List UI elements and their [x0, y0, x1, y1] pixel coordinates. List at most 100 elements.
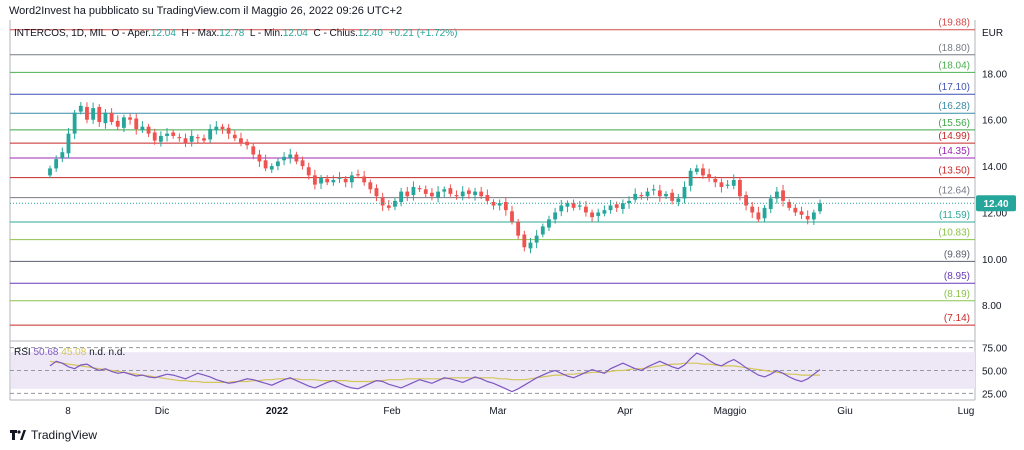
candle-body: [294, 154, 299, 162]
candle-body: [232, 134, 237, 139]
candle-body: [818, 203, 822, 212]
candle-body: [540, 226, 545, 235]
candle-body: [122, 117, 126, 128]
levels-layer: (19.88) (18.80) (18.04) (17.10) (16.28) (15.5…: [9, 18, 976, 401]
legend-close: 12.40: [357, 28, 383, 39]
candle-body: [602, 210, 607, 214]
x-tick-label: Lug: [958, 406, 975, 417]
candle-body: [411, 186, 416, 196]
y-tick-label: 18.00: [982, 69, 1007, 80]
candle-body: [707, 174, 712, 178]
candle-body: [374, 188, 379, 197]
candle-body: [319, 177, 323, 184]
candle-body: [91, 108, 96, 120]
candle-body: [565, 203, 570, 207]
candle-body: [251, 146, 256, 155]
candle-body: [220, 126, 225, 129]
time-axis: 8 Dic 2022 Feb Mar Apr Maggio Giu Lug: [65, 406, 974, 417]
candle-body: [584, 206, 588, 213]
candle-body: [547, 219, 551, 228]
candle-body: [276, 161, 280, 167]
candle-body: [78, 105, 83, 112]
candle-body: [460, 191, 465, 197]
rsi-na-2: n.d.: [108, 347, 126, 358]
candle-body: [762, 207, 767, 219]
candle-body: [744, 195, 748, 206]
y-tick-label: 8.00: [982, 301, 1002, 312]
price-axis: EUR 8.00 10.00 12.00 14.00 16.00 18.00 12.40: [976, 28, 1016, 312]
x-tick-label: Apr: [617, 406, 633, 417]
candle-body: [485, 195, 490, 201]
candle-body: [522, 234, 527, 248]
candle-body: [608, 205, 613, 211]
candle-body: [245, 141, 250, 146]
price-legend: INTERCOS, 1D, MIL O - Aper.12.04 H - Max…: [14, 28, 457, 39]
rsi-pane: 75.00 50.00 25.00: [10, 344, 1007, 400]
rsi-line: [49, 352, 821, 393]
candle-body: [510, 211, 514, 222]
level-label: (17.10): [938, 82, 970, 93]
candle-body: [312, 175, 317, 185]
level-label: (13.50): [938, 166, 970, 177]
level-label: (15.56): [938, 118, 970, 129]
x-tick-label: Giu: [837, 406, 853, 417]
candle-body: [128, 117, 132, 120]
legend-open: 12.04: [150, 28, 176, 39]
candle-body: [202, 138, 206, 141]
candle-body: [158, 135, 163, 142]
footer[interactable]: TradingView: [10, 428, 97, 442]
candle-body: [165, 133, 169, 136]
candle-body: [479, 191, 484, 197]
candle-body: [103, 112, 108, 124]
legend-low-label: L - Min.: [249, 28, 283, 39]
candle-body: [670, 192, 675, 201]
candle-body: [731, 180, 736, 186]
candle-body: [725, 184, 730, 186]
candle-body: [694, 168, 699, 172]
candle-body: [183, 138, 188, 143]
candle-body: [590, 212, 594, 218]
rsi-ma-line: [49, 360, 820, 383]
last-price-tag: [976, 195, 1016, 212]
x-tick-label: 8: [65, 406, 71, 417]
candle-body: [577, 205, 582, 207]
candle-body: [627, 200, 631, 204]
candle-body: [633, 193, 638, 200]
level-label: (8.19): [944, 289, 970, 300]
candle-body: [177, 137, 182, 139]
candle-body: [214, 126, 219, 131]
candle-body: [738, 180, 742, 197]
candle-body: [269, 166, 274, 170]
candle-body: [208, 128, 213, 140]
candle-body: [325, 178, 330, 183]
level-label: (18.80): [938, 43, 970, 54]
candle-body: [466, 190, 471, 194]
candle-body: [473, 191, 477, 196]
candle-body: [553, 212, 558, 220]
legend-high: 12.78: [219, 28, 245, 39]
candle-body: [85, 106, 89, 120]
y-tick-label: 12.00: [982, 208, 1007, 219]
candle-body: [115, 120, 120, 127]
candle-body: [263, 160, 268, 169]
candle-body: [72, 112, 77, 134]
candle-body: [639, 195, 644, 197]
candle-body: [503, 202, 508, 211]
candle-body: [134, 118, 139, 129]
candle-body: [811, 212, 816, 220]
rsi-legend: RSI 50.68 45.08 n.d. n.d.: [14, 347, 125, 358]
candle-body: [257, 154, 262, 162]
candle-body: [380, 197, 385, 206]
candle-body: [300, 160, 305, 167]
candle-body: [701, 168, 705, 176]
candle-body: [288, 154, 293, 158]
tradingview-logo-icon: [10, 430, 26, 440]
candle-body: [226, 127, 231, 134]
footer-brand: TradingView: [31, 428, 98, 442]
level-label: (12.64): [938, 186, 970, 197]
candle-body: [774, 191, 779, 199]
candle-body: [516, 221, 521, 236]
candle-body: [54, 159, 59, 169]
candle-body: [189, 135, 194, 142]
